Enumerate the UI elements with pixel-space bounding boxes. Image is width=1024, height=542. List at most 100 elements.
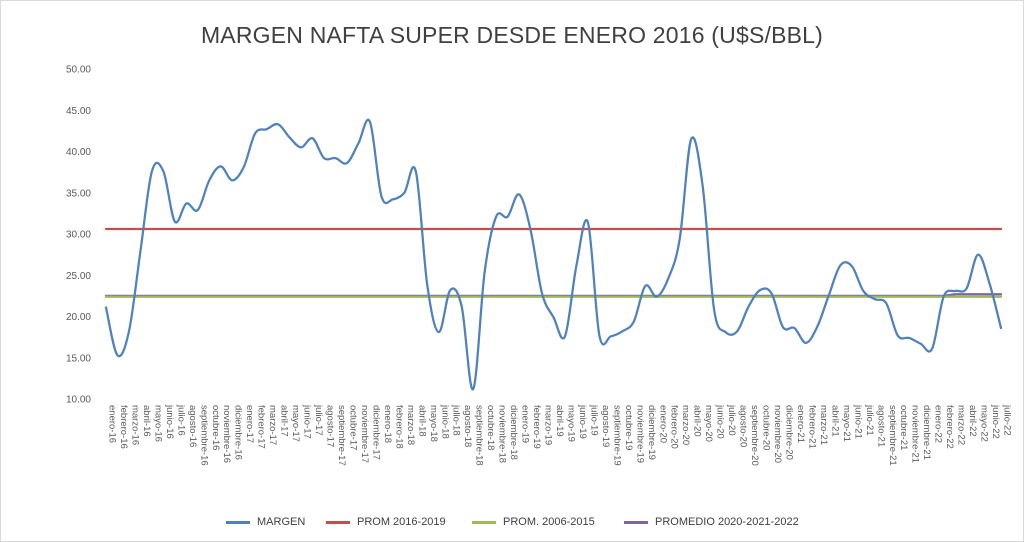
x-tick-label: agosto-17 [325, 405, 336, 447]
x-tick-label: marzo-21 [818, 405, 829, 445]
x-tick-label: julio-22 [1002, 404, 1013, 436]
x-tick-label: abril-19 [554, 405, 565, 437]
x-tick-label: marzo-22 [956, 405, 967, 445]
x-tick-label: mayo-19 [565, 405, 576, 442]
x-tick-label: julio-20 [726, 404, 737, 436]
legend-item-promedio-2020-2021-2022: PROMEDIO 2020-2021-2022 [624, 513, 799, 531]
legend-swatch [226, 520, 250, 524]
x-tick-label: junio-19 [577, 404, 588, 439]
legend-item-margen: MARGEN [226, 513, 305, 531]
x-tick-label: noviembre-21 [910, 405, 921, 463]
x-tick-label: diciembre-16 [233, 405, 244, 460]
x-tick-label: noviembre-16 [221, 405, 232, 463]
x-tick-label: marzo-19 [543, 405, 554, 445]
series-lines [104, 118, 1003, 391]
x-tick-label: junio-22 [990, 404, 1001, 439]
y-tick-label: 35.00 [66, 188, 91, 199]
x-tick-label: octubre-19 [623, 405, 634, 450]
x-tick-label: enero-19 [520, 405, 531, 443]
x-tick-label: enero-21 [795, 405, 806, 443]
x-tick-label: marzo-20 [680, 405, 691, 445]
x-tick-label: agosto-19 [600, 405, 611, 447]
x-tick-label: febrero-21 [806, 405, 817, 449]
x-tick-label: abril-21 [829, 405, 840, 437]
x-tick-label: abril-17 [279, 405, 290, 437]
x-tick-label: noviembre-17 [359, 405, 370, 463]
x-tick-label: julio-19 [588, 404, 599, 436]
x-tick-label: septiembre-21 [887, 405, 898, 466]
x-tick-label: mayo-20 [703, 405, 714, 442]
x-tick-label: mayo-17 [290, 405, 301, 442]
x-tick-label: septiembre-18 [474, 405, 485, 466]
y-tick-label: 25.00 [66, 271, 91, 282]
x-tick-label: octubre-18 [485, 405, 496, 450]
x-tick-label: agosto-16 [187, 405, 198, 447]
x-tick-label: enero-18 [382, 405, 393, 443]
x-tick-label: junio-16 [164, 404, 175, 439]
x-tick-label: febrero-18 [393, 405, 404, 449]
x-tick-label: febrero-19 [531, 405, 542, 449]
x-tick-label: septiembre-17 [336, 405, 347, 466]
x-tick-label: julio-16 [175, 404, 186, 436]
legend: MARGEN PROM 2016-2019 PROM. 2006-2015 PROME… [0, 513, 1024, 531]
x-tick-label: diciembre-18 [508, 405, 519, 460]
x-tick-label: diciembre-17 [370, 405, 381, 460]
x-tick-label: octubre-21 [898, 405, 909, 450]
x-axis-ticks: enero-16 febrero-16 marzo-16 abril-16 mayo-1… [107, 404, 1013, 466]
x-tick-label: septiembre-19 [611, 405, 622, 466]
x-tick-label: mayo-21 [841, 405, 852, 442]
x-tick-label: mayo-16 [152, 405, 163, 442]
x-tick-label: marzo-17 [267, 405, 278, 445]
legend-item-prom-2006-2015: PROM. 2006-2015 [472, 513, 595, 531]
x-tick-label: agosto-18 [462, 405, 473, 447]
legend-item-prom-2016-2019: PROM 2016-2019 [326, 513, 446, 531]
x-tick-label: enero-20 [657, 405, 668, 443]
y-tick-label: 30.00 [66, 230, 91, 241]
legend-label: PROMEDIO 2020-2021-2022 [655, 516, 799, 528]
x-tick-label: agosto-21 [875, 405, 886, 447]
x-tick-label: junio-21 [852, 404, 863, 439]
x-tick-label: septiembre-20 [749, 405, 760, 466]
x-tick-label: abril-18 [416, 405, 427, 437]
y-tick-label: 50.00 [66, 65, 91, 76]
x-tick-label: marzo-16 [129, 405, 140, 445]
y-tick-label: 20.00 [66, 312, 91, 323]
y-tick-label: 45.00 [66, 106, 91, 117]
x-tick-label: mayo-22 [979, 405, 990, 442]
x-tick-label: julio-21 [864, 404, 875, 436]
chart-title: MARGEN NAFTA SUPER DESDE ENERO 2016 (U$S… [200, 22, 824, 48]
x-tick-label: febrero-20 [669, 405, 680, 449]
x-tick-label: marzo-18 [405, 405, 416, 445]
legend-label: MARGEN [257, 516, 306, 528]
x-tick-label: diciembre-20 [783, 405, 794, 460]
legend-label: PROM. 2006-2015 [503, 516, 595, 528]
x-tick-label: septiembre-16 [198, 405, 209, 466]
series-line-margen [104, 118, 1003, 391]
x-tick-label: julio-18 [451, 404, 462, 436]
legend-swatch [472, 520, 496, 524]
x-tick-label: octubre-16 [210, 405, 221, 450]
y-tick-label: 40.00 [66, 147, 91, 158]
x-tick-label: julio-17 [313, 404, 324, 436]
x-tick-label: abril-16 [141, 405, 152, 437]
x-tick-label: noviembre-20 [772, 405, 783, 463]
y-tick-label: 10.00 [66, 395, 91, 406]
x-tick-label: febrero-22 [944, 405, 955, 449]
y-tick-label: 15.00 [66, 353, 91, 364]
x-tick-label: diciembre-21 [921, 405, 932, 460]
x-tick-label: junio-18 [439, 404, 450, 439]
legend-label: PROM 2016-2019 [357, 516, 446, 528]
x-tick-label: noviembre-18 [497, 405, 508, 463]
x-tick-label: enero-22 [933, 405, 944, 443]
x-tick-label: noviembre-19 [634, 405, 645, 463]
legend-swatch [326, 520, 350, 524]
x-tick-label: febrero-17 [256, 405, 267, 449]
x-tick-label: febrero-16 [118, 405, 129, 449]
x-tick-label: agosto-20 [738, 405, 749, 447]
x-tick-label: junio-17 [302, 404, 313, 439]
x-tick-label: octubre-17 [347, 405, 358, 450]
x-tick-label: mayo-18 [428, 405, 439, 442]
x-tick-label: octubre-20 [761, 405, 772, 450]
